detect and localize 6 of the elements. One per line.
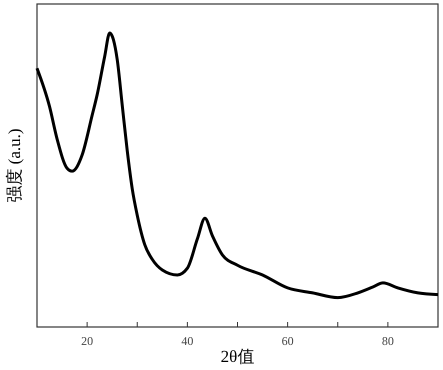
x-tick-label: 60 bbox=[282, 334, 294, 348]
y-axis-title: 强度 (a.u.) bbox=[5, 128, 24, 203]
x-axis-title: 2θ值 bbox=[220, 347, 254, 366]
x-tick-label: 40 bbox=[181, 334, 194, 348]
x-tick-label: 20 bbox=[81, 334, 94, 348]
x-tick-label: 80 bbox=[382, 334, 394, 348]
